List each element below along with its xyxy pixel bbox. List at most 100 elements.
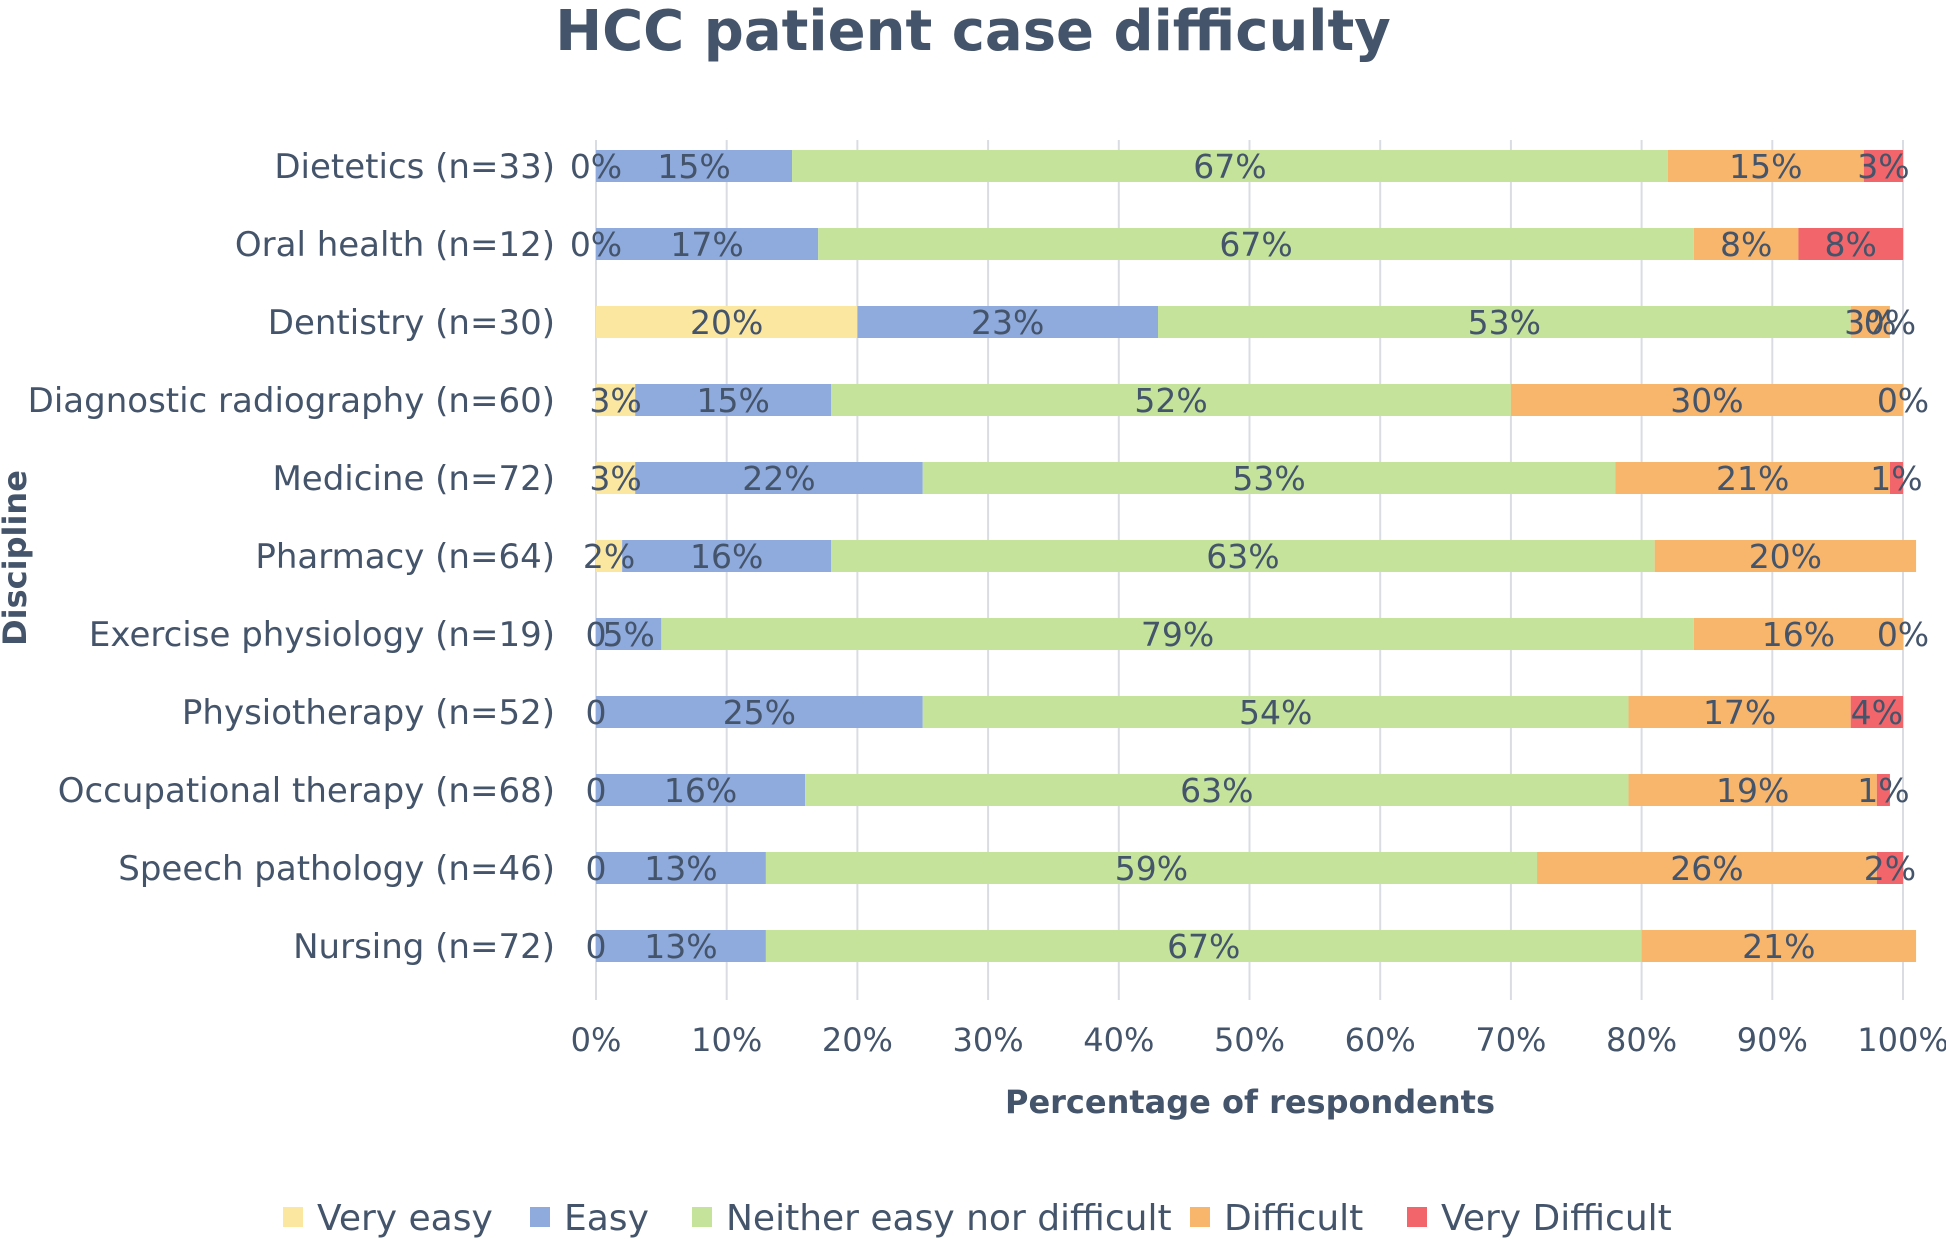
data-label: 8% xyxy=(1825,225,1877,264)
legend-label: Very Difficult xyxy=(1441,1198,1672,1239)
legend-swatch xyxy=(1190,1207,1210,1227)
data-label: 16% xyxy=(690,537,763,576)
data-label: 63% xyxy=(1206,537,1279,576)
legend-label: Difficult xyxy=(1224,1198,1363,1239)
legend-item: Very Difficult xyxy=(1407,1198,1672,1239)
category-label: Pharmacy (n=64) xyxy=(255,537,555,577)
legend-item: Neither easy nor difficult xyxy=(692,1198,1172,1239)
x-tick-label: 90% xyxy=(1737,1021,1808,1059)
data-label: 25% xyxy=(723,693,796,732)
bar-segment xyxy=(792,150,1668,182)
bar-segment xyxy=(596,852,766,884)
x-tick-label: 30% xyxy=(953,1021,1024,1059)
bar-segment xyxy=(1889,462,1903,494)
legend-label: Very easy xyxy=(317,1198,493,1239)
data-label: 22% xyxy=(742,459,815,498)
data-label: 0% xyxy=(1864,303,1916,342)
data-label: 3% xyxy=(589,381,641,420)
bar-segment xyxy=(831,384,1511,416)
category-label: Oral health (n=12) xyxy=(235,225,555,265)
data-label: 21% xyxy=(1716,459,1789,498)
x-tick-label: 40% xyxy=(1083,1021,1154,1059)
data-label: 20% xyxy=(1749,537,1822,576)
bar-segment xyxy=(635,384,832,416)
legend-label: Easy xyxy=(564,1198,649,1239)
data-label: 20% xyxy=(690,303,763,342)
data-label: 17% xyxy=(670,225,743,264)
bar-segment xyxy=(1158,306,1851,338)
bar-segment xyxy=(1798,228,1903,260)
data-label: 2% xyxy=(1864,849,1916,888)
bar-segment xyxy=(1628,696,1851,728)
bar-segment xyxy=(596,930,766,962)
data-label: 17% xyxy=(1703,693,1776,732)
bar-segment xyxy=(1667,150,1864,182)
data-label: 52% xyxy=(1134,381,1207,420)
data-label: 67% xyxy=(1167,927,1240,966)
legend-swatch xyxy=(692,1207,712,1227)
data-label: 4% xyxy=(1851,693,1903,732)
data-label: 2% xyxy=(583,537,635,576)
data-label: 0% xyxy=(1877,615,1929,654)
bar-segment xyxy=(1641,930,1917,962)
x-tick-label: 0% xyxy=(571,1021,622,1059)
x-tick-labels: 0% 10% 20% 30% 40% 50% 60% 70% 80% 90% 100% xyxy=(571,1021,1946,1059)
data-label: 26% xyxy=(1670,849,1743,888)
bar-segment xyxy=(1615,462,1890,494)
category-label: Exercise physiology (n=19) xyxy=(89,615,555,655)
data-label: 3% xyxy=(589,459,641,498)
data-label: 0% xyxy=(570,225,622,264)
data-label: 15% xyxy=(657,147,730,186)
data-label: 0 xyxy=(586,693,607,732)
data-label: 0 xyxy=(586,615,607,654)
bar-segment xyxy=(857,306,1159,338)
data-label: 67% xyxy=(1193,147,1266,186)
data-label: 53% xyxy=(1232,459,1305,498)
bar-segment xyxy=(1537,852,1877,884)
bar-segment xyxy=(596,150,793,182)
bar-segment xyxy=(622,540,832,572)
legend-swatch xyxy=(1407,1207,1427,1227)
bars xyxy=(596,150,1917,962)
data-label: 54% xyxy=(1239,693,1312,732)
data-label: 19% xyxy=(1716,771,1789,810)
bar-segment xyxy=(1850,696,1903,728)
bar-segment xyxy=(596,462,636,494)
bar-segment xyxy=(831,540,1655,572)
data-label: 0 xyxy=(586,849,607,888)
data-labels: 0% 15% 67% 15% 3%0% 17% 67% 8% 8%20% 23% 53% 3%0%3%… xyxy=(570,147,1929,966)
data-label: 0% xyxy=(1877,381,1929,420)
bar-segment xyxy=(922,462,1616,494)
data-label: 23% xyxy=(971,303,1044,342)
bar-segment xyxy=(596,540,623,572)
category-label: Occupational therapy (n=68) xyxy=(58,771,555,811)
category-label: Physiotherapy (n=52) xyxy=(182,693,555,733)
x-tick-label: 10% xyxy=(691,1021,762,1059)
legend-label: Neither easy nor difficult xyxy=(726,1198,1172,1239)
bar-segment xyxy=(596,306,858,338)
bar-segment xyxy=(1863,150,1903,182)
data-label: 0% xyxy=(570,147,622,186)
data-label: 5% xyxy=(602,615,654,654)
data-label: 3% xyxy=(1844,303,1896,342)
bar-segment xyxy=(805,774,1629,806)
data-label: 1% xyxy=(1857,771,1909,810)
bar-segment xyxy=(1850,306,1890,338)
data-label: 0 xyxy=(586,771,607,810)
bar-segment xyxy=(1510,384,1903,416)
data-label: 79% xyxy=(1141,615,1214,654)
data-label: 59% xyxy=(1115,849,1188,888)
category-label: Dentistry (n=30) xyxy=(268,303,555,343)
y-axis-title: Discipline xyxy=(0,470,34,646)
legend-swatch xyxy=(530,1207,550,1227)
x-tick-label: 60% xyxy=(1345,1021,1416,1059)
bar-segment xyxy=(661,618,1694,650)
bar-segment xyxy=(1876,774,1890,806)
data-label: 1% xyxy=(1870,459,1922,498)
data-label: 16% xyxy=(1762,615,1835,654)
x-tick-label: 100% xyxy=(1857,1021,1946,1059)
category-label: Dietetics (n=33) xyxy=(274,147,555,187)
category-label: Medicine (n=72) xyxy=(272,459,555,499)
data-label: 0 xyxy=(586,927,607,966)
